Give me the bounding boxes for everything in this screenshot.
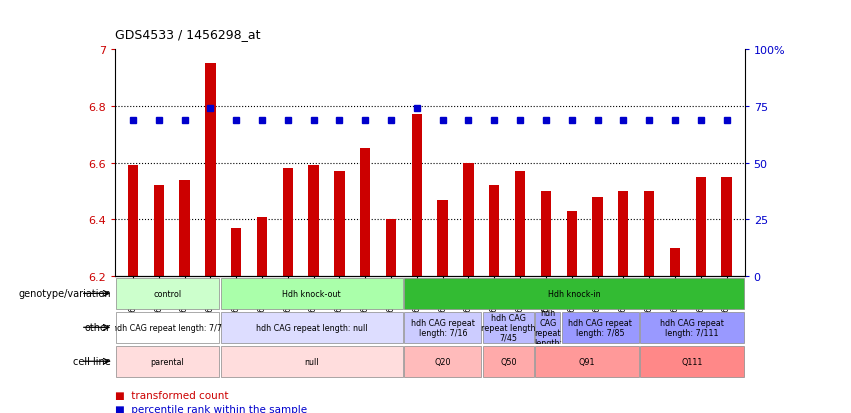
Text: hdh CAG repeat length: null: hdh CAG repeat length: null — [256, 323, 368, 332]
Text: Q50: Q50 — [500, 357, 517, 366]
Bar — [308, 166, 319, 277]
Bar — [535, 346, 639, 377]
Text: parental: parental — [151, 357, 184, 366]
Bar — [641, 312, 744, 343]
Text: ■  transformed count: ■ transformed count — [115, 390, 228, 400]
Text: Q20: Q20 — [435, 357, 451, 366]
Bar — [489, 186, 500, 277]
Bar — [644, 192, 654, 277]
Text: cell line: cell line — [73, 356, 111, 366]
Bar — [128, 166, 138, 277]
Bar — [283, 169, 293, 277]
Bar — [618, 192, 629, 277]
Bar — [641, 346, 744, 377]
Bar — [116, 346, 219, 377]
Bar — [404, 278, 744, 309]
Text: genotype/variation: genotype/variation — [18, 289, 111, 299]
Bar — [592, 197, 603, 277]
Text: other: other — [84, 323, 111, 332]
Text: hdh CAG repeat
length: 7/85: hdh CAG repeat length: 7/85 — [568, 318, 632, 337]
Bar — [483, 346, 534, 377]
Bar — [231, 228, 242, 277]
Bar — [463, 163, 474, 277]
Bar — [180, 180, 190, 277]
Bar — [220, 312, 403, 343]
Bar — [567, 211, 577, 277]
Text: hdh CAG repeat
length: 7/16: hdh CAG repeat length: 7/16 — [411, 318, 475, 337]
Bar — [670, 248, 680, 277]
Text: null: null — [305, 357, 319, 366]
Text: Hdh knock-out: Hdh knock-out — [283, 289, 341, 298]
Bar — [205, 64, 215, 277]
Text: ■  percentile rank within the sample: ■ percentile rank within the sample — [115, 404, 307, 413]
Bar — [257, 217, 267, 277]
Text: Q91: Q91 — [579, 357, 596, 366]
Bar — [220, 278, 403, 309]
Bar — [404, 346, 482, 377]
Bar — [412, 115, 422, 277]
Bar — [483, 312, 534, 343]
Text: hdh CAG repeat
length: 7/111: hdh CAG repeat length: 7/111 — [660, 318, 724, 337]
Bar — [386, 220, 397, 277]
Text: Q111: Q111 — [682, 357, 703, 366]
Bar — [722, 177, 732, 277]
Bar — [695, 177, 706, 277]
Bar — [540, 192, 551, 277]
Text: hdh CAG
repeat length
7/45: hdh CAG repeat length 7/45 — [481, 313, 536, 342]
Bar — [116, 278, 219, 309]
Bar — [220, 346, 403, 377]
Bar — [334, 172, 345, 277]
Bar — [535, 312, 560, 343]
Text: control: control — [153, 289, 181, 298]
Bar — [116, 312, 219, 343]
Bar — [515, 172, 525, 277]
Bar — [404, 312, 482, 343]
Bar — [437, 200, 448, 277]
Text: hdh CAG repeat length: 7/7: hdh CAG repeat length: 7/7 — [112, 323, 222, 332]
Bar — [153, 186, 164, 277]
Bar — [562, 312, 639, 343]
Text: GDS4533 / 1456298_at: GDS4533 / 1456298_at — [115, 28, 260, 41]
Text: Hdh knock-in: Hdh knock-in — [548, 289, 601, 298]
Text: hdh
CAG
repeat
length:: hdh CAG repeat length: — [534, 308, 562, 347]
Bar — [360, 149, 370, 277]
